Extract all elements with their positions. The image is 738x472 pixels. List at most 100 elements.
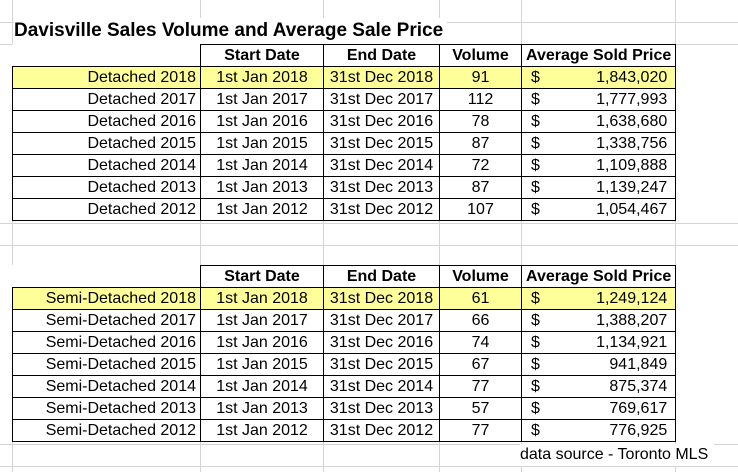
row-label-cell[interactable]: Semi-Detached 2017	[12, 309, 201, 332]
header-average-sold-price[interactable]: Average Sold Price	[520, 265, 677, 288]
table-row: Detached 2013 1st Jan 2013 31st Dec 2013…	[12, 176, 677, 199]
price-cell[interactable]: $769,617	[520, 397, 677, 420]
header-end-date[interactable]: End Date	[323, 44, 440, 67]
table-row: Detached 2016 1st Jan 2016 31st Dec 2016…	[12, 110, 677, 133]
grid-column-line	[675, 0, 676, 472]
volume-cell[interactable]: 87	[439, 176, 522, 199]
start-date-cell[interactable]: 1st Jan 2013	[200, 397, 324, 420]
price-cell[interactable]: $1,777,993	[520, 88, 677, 111]
volume-cell[interactable]: 112	[439, 88, 522, 111]
price-cell[interactable]: $875,374	[520, 375, 677, 398]
row-label-cell[interactable]: Semi-Detached 2015	[12, 353, 201, 376]
grid-column-line	[521, 0, 522, 472]
grid-row-line	[0, 245, 738, 246]
end-date-cell[interactable]: 31st Dec 2016	[323, 331, 440, 354]
price-cell[interactable]: $1,388,207	[520, 309, 677, 332]
volume-cell[interactable]: 66	[439, 309, 522, 332]
end-date-cell[interactable]: 31st Dec 2018	[323, 66, 440, 89]
start-date-cell[interactable]: 1st Jan 2014	[200, 154, 324, 177]
end-date-cell[interactable]: 31st Dec 2012	[323, 419, 440, 442]
start-date-cell[interactable]: 1st Jan 2015	[200, 132, 324, 155]
header-start-date[interactable]: Start Date	[200, 265, 324, 288]
end-date-cell[interactable]: 31st Dec 2017	[323, 309, 440, 332]
end-date-cell[interactable]: 31st Dec 2016	[323, 110, 440, 133]
header-volume[interactable]: Volume	[439, 44, 522, 67]
volume-cell[interactable]: 77	[439, 419, 522, 442]
table-row: Semi-Detached 2015 1st Jan 2015 31st Dec…	[12, 353, 677, 376]
end-date-cell[interactable]: 31st Dec 2017	[323, 88, 440, 111]
end-date-cell[interactable]: 31st Dec 2014	[323, 375, 440, 398]
data-source-note[interactable]: data source - Toronto MLS	[520, 444, 715, 466]
price-cell[interactable]: $1,109,888	[520, 154, 677, 177]
row-label-cell[interactable]: Semi-Detached 2016	[12, 331, 201, 354]
end-date-cell[interactable]: 31st Dec 2015	[323, 353, 440, 376]
price-cell[interactable]: $941,849	[520, 353, 677, 376]
price-cell[interactable]: $1,139,247	[520, 176, 677, 199]
volume-cell[interactable]: 67	[439, 353, 522, 376]
row-label-cell[interactable]: Detached 2018	[12, 66, 201, 89]
row-label-cell[interactable]: Semi-Detached 2014	[12, 375, 201, 398]
table-row: Semi-Detached 2012 1st Jan 2012 31st Dec…	[12, 419, 677, 442]
price-cell[interactable]: $1,249,124	[520, 287, 677, 310]
start-date-cell[interactable]: 1st Jan 2013	[200, 176, 324, 199]
volume-cell[interactable]: 91	[439, 66, 522, 89]
end-date-cell[interactable]: 31st Dec 2018	[323, 287, 440, 310]
row-label-cell[interactable]: Detached 2014	[12, 154, 201, 177]
price-cell[interactable]: $1,843,020	[520, 66, 677, 89]
end-date-cell[interactable]: 31st Dec 2013	[323, 397, 440, 420]
end-date-cell[interactable]: 31st Dec 2012	[323, 198, 440, 221]
volume-cell[interactable]: 72	[439, 154, 522, 177]
start-date-cell[interactable]: 1st Jan 2015	[200, 353, 324, 376]
start-date-cell[interactable]: 1st Jan 2014	[200, 375, 324, 398]
grid-row-line	[0, 223, 738, 224]
header-start-date[interactable]: Start Date	[200, 44, 324, 67]
header-average-sold-price[interactable]: Average Sold Price	[520, 44, 677, 67]
table-row: Semi-Detached 2014 1st Jan 2014 31st Dec…	[12, 375, 677, 398]
start-date-cell[interactable]: 1st Jan 2018	[200, 66, 324, 89]
price-amount: 1,054,467	[596, 201, 668, 218]
currency-symbol: $	[531, 378, 540, 395]
volume-cell[interactable]: 77	[439, 375, 522, 398]
row-label-cell[interactable]: Semi-Detached 2012	[12, 419, 201, 442]
row-label-cell[interactable]: Detached 2012	[12, 198, 201, 221]
start-date-cell[interactable]: 1st Jan 2012	[200, 419, 324, 442]
sheet-title: Davisville Sales Volume and Average Sale…	[14, 18, 448, 44]
start-date-cell[interactable]: 1st Jan 2012	[200, 198, 324, 221]
price-cell[interactable]: $1,054,467	[520, 198, 677, 221]
header-end-date[interactable]: End Date	[323, 265, 440, 288]
currency-symbol: $	[531, 334, 540, 351]
currency-symbol: $	[531, 422, 540, 439]
header-volume[interactable]: Volume	[439, 265, 522, 288]
currency-symbol: $	[531, 91, 540, 108]
row-label-cell[interactable]: Detached 2013	[12, 176, 201, 199]
row-label-cell[interactable]: Semi-Detached 2013	[12, 397, 201, 420]
price-cell[interactable]: $1,338,756	[520, 132, 677, 155]
volume-cell[interactable]: 107	[439, 198, 522, 221]
start-date-cell[interactable]: 1st Jan 2018	[200, 287, 324, 310]
volume-cell[interactable]: 74	[439, 331, 522, 354]
volume-cell[interactable]: 61	[439, 287, 522, 310]
price-amount: 1,843,020	[596, 69, 668, 86]
price-amount: 1,777,993	[596, 91, 668, 108]
grid-row-line	[0, 444, 738, 445]
start-date-cell[interactable]: 1st Jan 2016	[200, 110, 324, 133]
volume-cell[interactable]: 57	[439, 397, 522, 420]
semi-detached-table: Start Date End Date Volume Average Sold …	[12, 265, 677, 442]
price-cell[interactable]: $776,925	[520, 419, 677, 442]
price-cell[interactable]: $1,638,680	[520, 110, 677, 133]
price-cell[interactable]: $1,134,921	[520, 331, 677, 354]
start-date-cell[interactable]: 1st Jan 2017	[200, 88, 324, 111]
row-label-cell[interactable]: Detached 2016	[12, 110, 201, 133]
row-label-cell[interactable]: Detached 2015	[12, 132, 201, 155]
end-date-cell[interactable]: 31st Dec 2015	[323, 132, 440, 155]
volume-cell[interactable]: 78	[439, 110, 522, 133]
row-label-cell[interactable]: Semi-Detached 2018	[12, 287, 201, 310]
header-blank-cell	[13, 266, 201, 288]
start-date-cell[interactable]: 1st Jan 2017	[200, 309, 324, 332]
volume-cell[interactable]: 87	[439, 132, 522, 155]
row-label-cell[interactable]: Detached 2017	[12, 88, 201, 111]
end-date-cell[interactable]: 31st Dec 2014	[323, 154, 440, 177]
currency-symbol: $	[531, 135, 540, 152]
start-date-cell[interactable]: 1st Jan 2016	[200, 331, 324, 354]
end-date-cell[interactable]: 31st Dec 2013	[323, 176, 440, 199]
